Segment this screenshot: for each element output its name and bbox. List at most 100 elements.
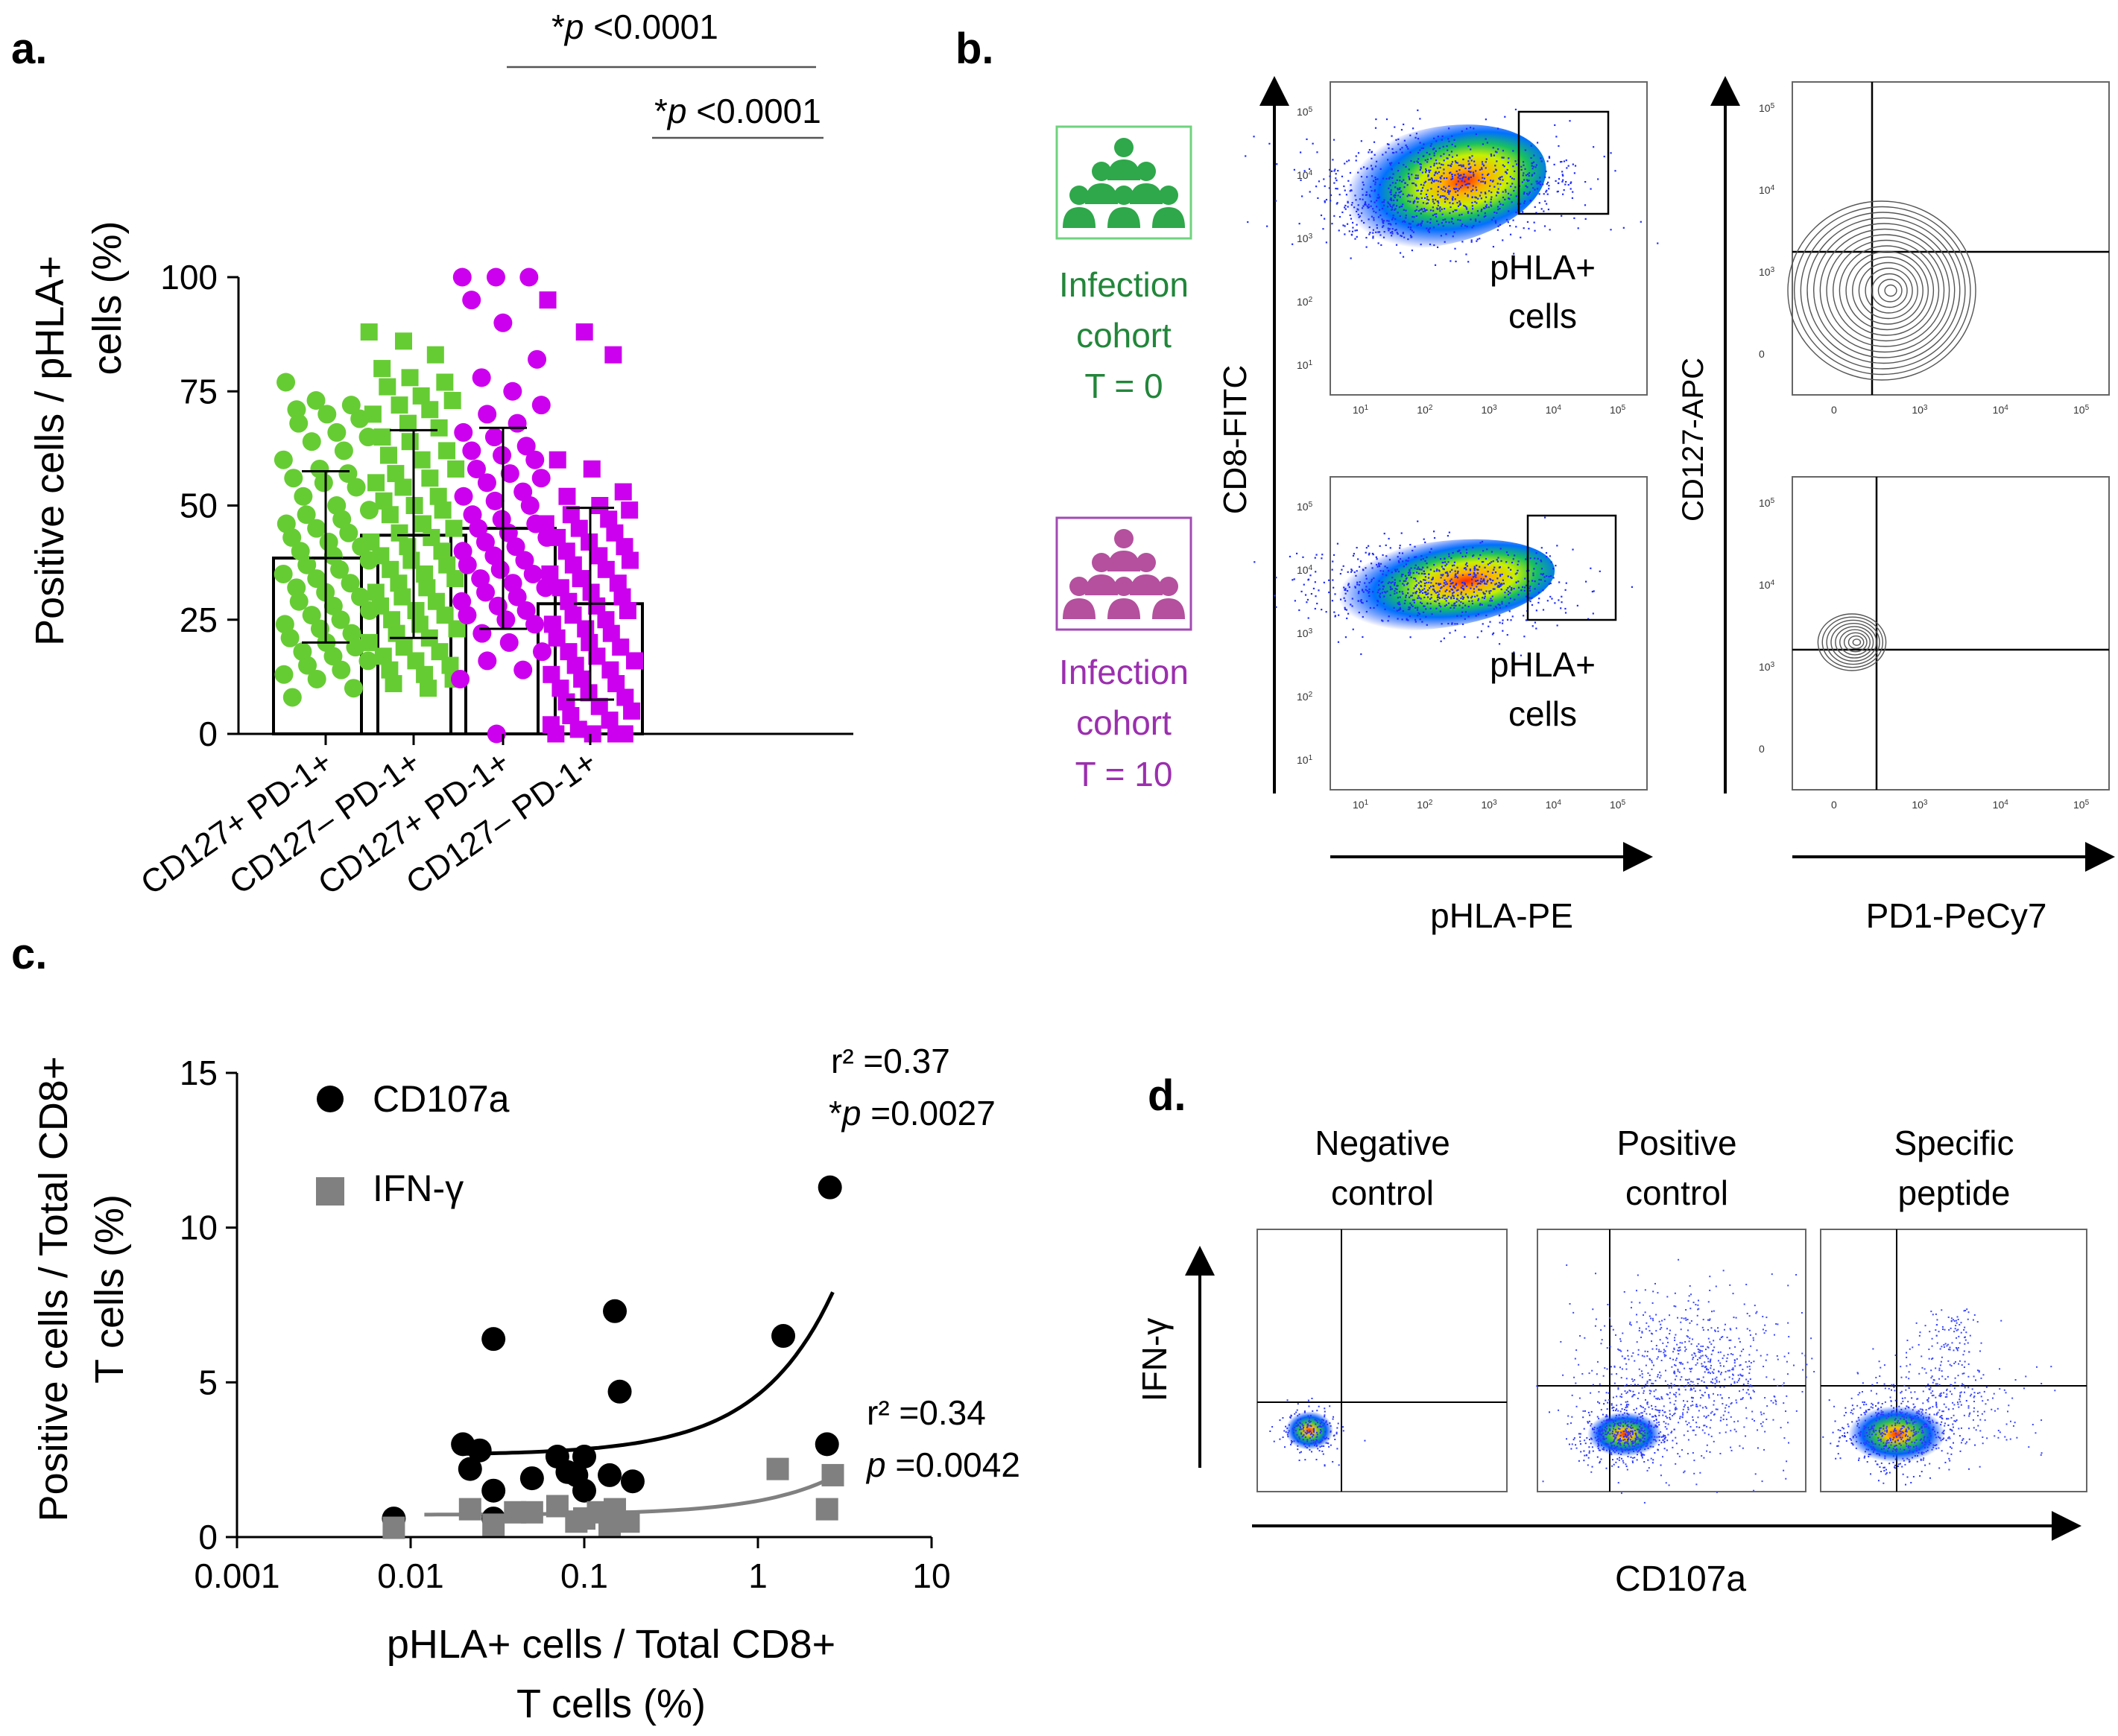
event-dot	[1720, 1372, 1722, 1374]
event-dot	[1838, 1440, 1840, 1442]
event-dot	[1510, 186, 1512, 188]
event-dot	[1394, 194, 1397, 197]
event-dot	[1644, 1448, 1646, 1451]
event-dot	[1442, 568, 1444, 570]
event-dot	[1912, 1429, 1915, 1431]
a-point	[282, 528, 302, 547]
event-dot	[1980, 1377, 1982, 1379]
event-dot	[1350, 571, 1353, 573]
event-dot	[1433, 162, 1435, 165]
event-dot	[1629, 1426, 1631, 1428]
event-dot	[1944, 1343, 1947, 1345]
event-dot	[1417, 595, 1420, 597]
event-dot	[1525, 185, 1527, 187]
panel-a-ylabel-2: cells (%)	[85, 221, 130, 375]
event-dot	[1547, 208, 1550, 211]
event-dot	[1663, 1352, 1665, 1354]
event-dot	[1446, 145, 1448, 148]
event-dot	[1372, 554, 1374, 556]
event-dot	[1370, 200, 1372, 203]
event-dot	[1460, 164, 1462, 166]
event-dot	[1688, 1422, 1690, 1424]
event-dot	[1425, 169, 1428, 172]
flow-tick-label: 104	[1546, 799, 1562, 811]
event-dot	[1301, 195, 1303, 197]
event-dot	[1898, 1405, 1900, 1407]
event-dot	[1357, 204, 1359, 206]
event-dot	[1852, 1444, 1854, 1446]
event-dot	[1924, 1423, 1926, 1425]
event-dot	[1714, 1383, 1716, 1385]
event-dot	[1487, 580, 1489, 582]
a-point	[391, 524, 408, 542]
event-dot	[1388, 559, 1391, 561]
event-dot	[1443, 582, 1445, 584]
event-dot	[1596, 1432, 1598, 1434]
event-dot	[1382, 220, 1384, 222]
event-dot	[1365, 236, 1368, 239]
event-dot	[1677, 1453, 1679, 1455]
event-dot	[1368, 588, 1371, 591]
event-dot	[1499, 574, 1502, 576]
event-dot	[1292, 1428, 1294, 1430]
event-dot	[1403, 179, 1405, 181]
event-dot	[1906, 1422, 1908, 1425]
event-dot	[1950, 1447, 1953, 1449]
c-point-cd107a	[620, 1469, 645, 1494]
event-dot	[1443, 172, 1445, 174]
a-point	[513, 660, 533, 679]
event-dot	[1652, 1320, 1654, 1322]
event-dot	[1384, 608, 1386, 610]
event-dot	[1959, 1401, 1961, 1403]
event-dot	[1959, 1385, 1961, 1387]
event-dot	[1461, 223, 1464, 226]
event-dot	[1573, 172, 1575, 174]
event-dot	[1378, 563, 1380, 565]
event-dot	[1335, 187, 1337, 190]
event-dot	[1931, 1345, 1933, 1347]
a-point	[523, 564, 543, 583]
event-dot	[1906, 1356, 1908, 1358]
event-dot	[1865, 1403, 1868, 1405]
event-dot	[1378, 580, 1380, 582]
event-dot	[1675, 1396, 1677, 1398]
event-dot	[1870, 1428, 1872, 1431]
event-dot	[1655, 1314, 1657, 1316]
event-dot	[1905, 1428, 1907, 1431]
event-dot	[1688, 1378, 1690, 1381]
event-dot	[1765, 1330, 1767, 1332]
event-dot	[1600, 1430, 1602, 1432]
event-dot	[1452, 551, 1454, 554]
event-dot	[1637, 1416, 1639, 1419]
event-dot	[1928, 1358, 1930, 1360]
event-dot	[1427, 174, 1429, 177]
event-dot	[1448, 553, 1450, 555]
event-dot	[1572, 1311, 1575, 1314]
person-head	[1114, 186, 1134, 205]
event-dot	[1933, 1444, 1935, 1446]
event-dot	[1752, 1390, 1754, 1392]
event-dot	[1390, 197, 1392, 200]
event-dot	[1328, 579, 1330, 581]
event-dot	[1451, 156, 1454, 158]
event-dot	[1733, 1360, 1736, 1362]
event-dot	[1494, 221, 1496, 223]
event-dot	[1560, 1340, 1562, 1343]
event-dot	[1532, 572, 1534, 574]
event-dot	[1431, 578, 1433, 581]
event-dot	[1640, 1370, 1643, 1372]
event-dot	[1354, 586, 1356, 588]
event-dot	[1473, 127, 1475, 130]
a-point	[297, 555, 317, 574]
event-dot	[1346, 589, 1349, 592]
a-point	[427, 592, 445, 610]
event-dot	[1430, 594, 1432, 596]
event-dot	[1429, 243, 1432, 246]
event-dot	[1448, 127, 1450, 130]
event-dot	[1293, 168, 1295, 171]
event-dot	[1298, 223, 1300, 225]
event-dot	[1924, 1441, 1926, 1443]
event-dot	[1472, 546, 1474, 549]
event-dot	[1502, 179, 1504, 181]
event-dot	[1706, 1444, 1708, 1446]
